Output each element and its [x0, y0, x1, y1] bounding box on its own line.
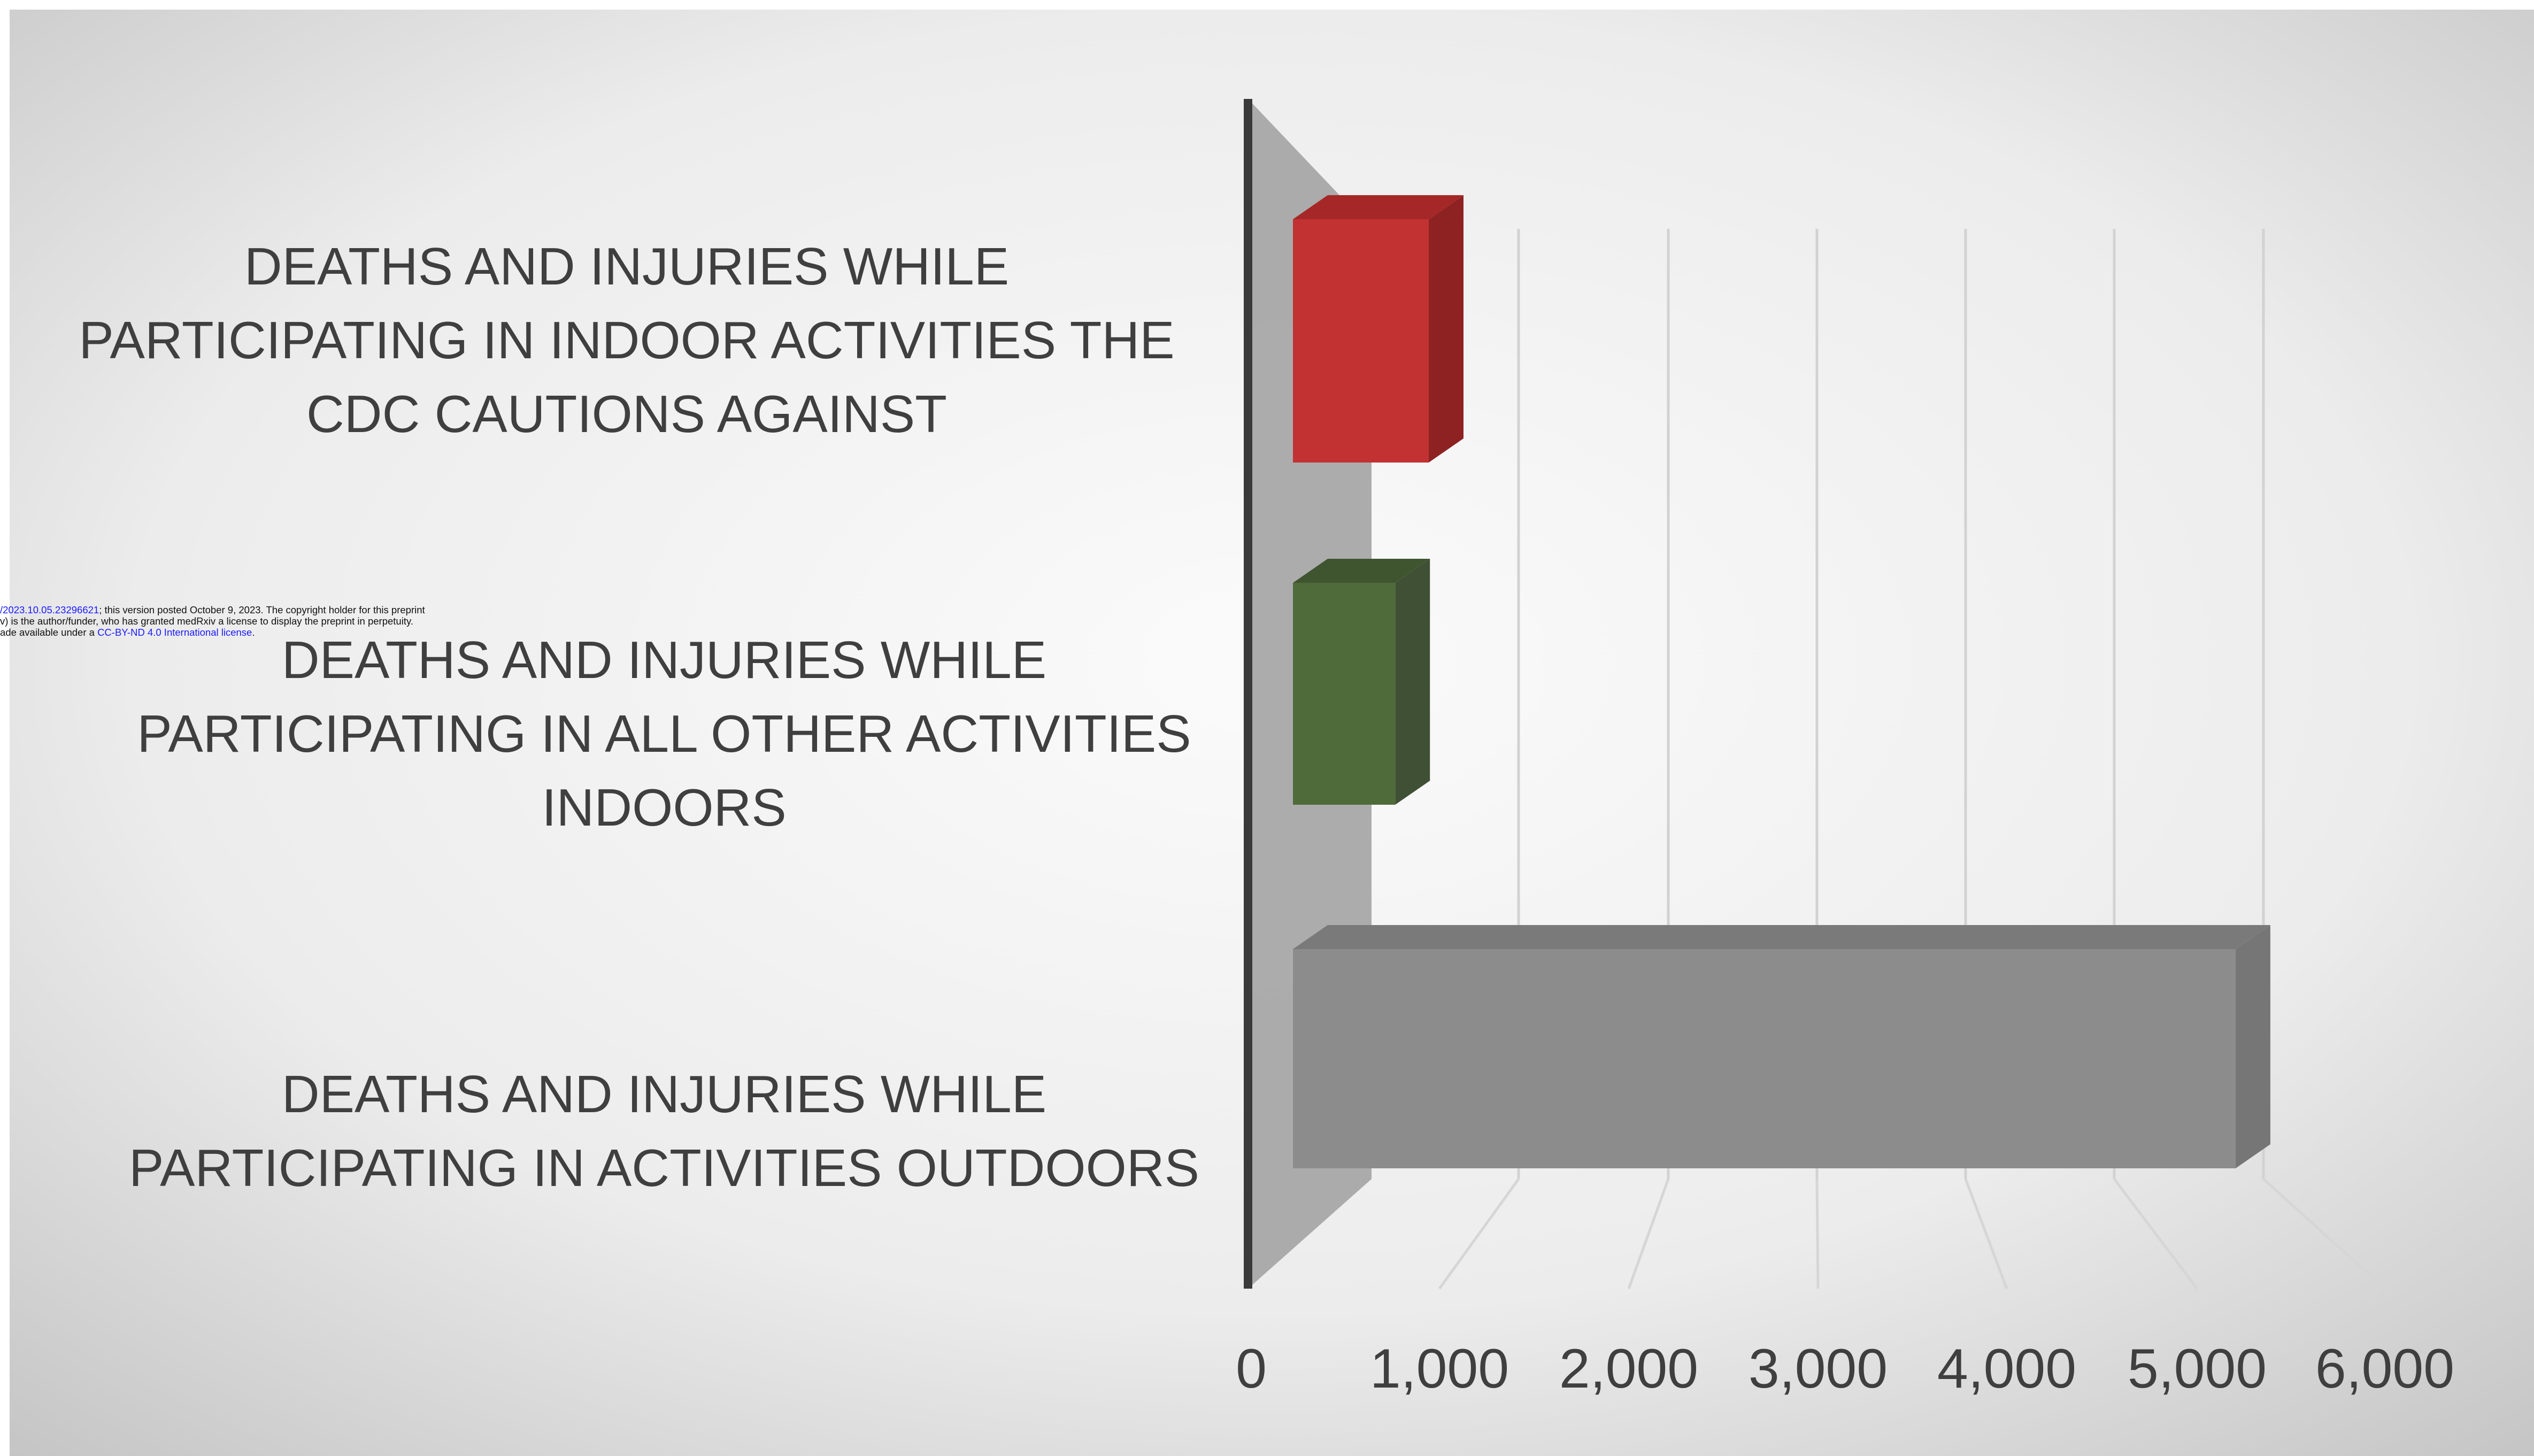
x-tick-label: 5,000	[2128, 1338, 2267, 1400]
bar-top-face	[1293, 559, 1430, 583]
preprint-line-3: ade available under a CC-BY-ND 4.0 Inter…	[0, 627, 255, 638]
gridline-floor	[1964, 1178, 2008, 1289]
bar-top-face	[1293, 925, 2270, 949]
gridline-floor	[1627, 1178, 1670, 1289]
license-link[interactable]: CC-BY-ND 4.0 International license	[97, 627, 252, 638]
bar-front-face	[1293, 949, 2236, 1168]
gridline-floor	[2113, 1178, 2198, 1290]
bar-front-face	[1293, 219, 1429, 463]
gridline-floor	[1815, 1178, 1820, 1289]
category-label: PARTICIPATING IN INDOOR ACTIVITIES THE	[79, 311, 1174, 369]
category-label: CDC CAUTIONS AGAINST	[306, 384, 947, 443]
preprint-line-1: /2023.10.05.23296621; this version poste…	[0, 604, 425, 615]
category-label: DEATHS AND INJURIES WHILE	[282, 630, 1046, 689]
x-tick-label: 1,000	[1370, 1338, 1509, 1400]
top-border	[0, 0, 2534, 10]
gridline-floor	[1438, 1178, 1520, 1290]
bar-side-face	[1428, 195, 1464, 463]
category-label: PARTICIPATING IN ACTIVITIES OUTDOORS	[129, 1138, 1199, 1197]
x-tick-label: 0	[1236, 1338, 1267, 1400]
gridline-floor	[2262, 1178, 2386, 1290]
bar-side-face	[1395, 559, 1430, 805]
bar-side-face	[2235, 925, 2270, 1168]
category-label: DEATHS AND INJURIES WHILE	[244, 237, 1009, 296]
bar-top-face	[1293, 195, 1464, 219]
category-label: PARTICIPATING IN ALL OTHER ACTIVITIES	[137, 704, 1191, 763]
category-label: INDOORS	[542, 778, 786, 837]
bar-front-face	[1293, 583, 1396, 805]
x-tick-label: 2,000	[1559, 1338, 1698, 1400]
preprint-overlay-note: /2023.10.05.23296621; this version poste…	[0, 604, 503, 638]
x-tick-label: 3,000	[1749, 1338, 1888, 1400]
category-label: DEATHS AND INJURIES WHILE	[282, 1065, 1046, 1123]
x-tick-label: 4,000	[1937, 1338, 2076, 1400]
preprint-line-2: v) is the author/funder, who has granted…	[0, 615, 413, 627]
x-tick-label: 6,000	[2315, 1338, 2454, 1400]
doi-link[interactable]: /2023.10.05.23296621	[0, 604, 99, 615]
